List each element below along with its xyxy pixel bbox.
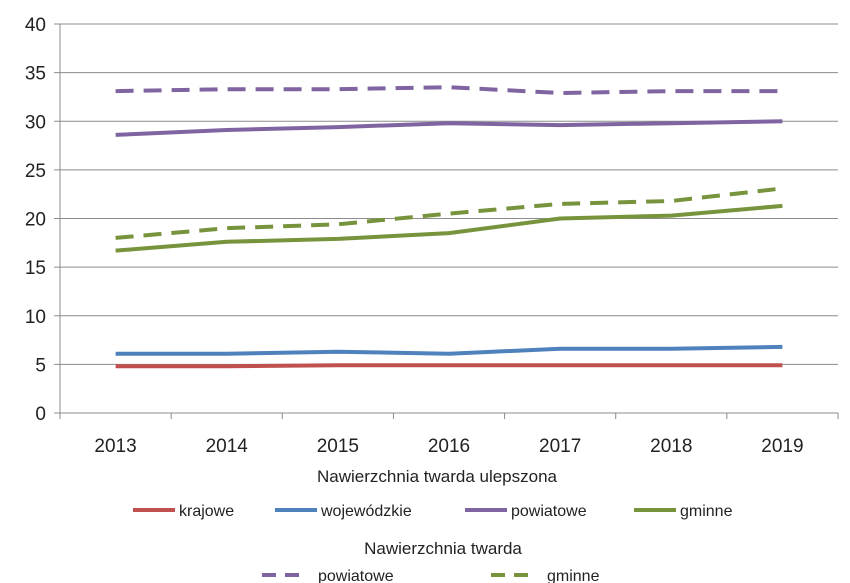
x-tick-label: 2019 [761, 436, 803, 457]
legend-label-powiatowe: powiatowe [511, 503, 587, 520]
y-tick-label: 0 [35, 404, 46, 425]
x-tick-label: 2015 [317, 436, 359, 457]
series-line-dashed-powiatowe [115, 85, 783, 95]
legend-label-dashed-gminne: gminne [547, 568, 600, 583]
legend-title-surface-hard: Nawierzchnia twarda [364, 539, 522, 558]
y-tick-label: 35 [25, 64, 46, 85]
legend-items: krajowe wojewódzkie powiatowe gminne powiato… [133, 503, 733, 583]
y-tick-label: 10 [25, 307, 46, 328]
y-tick-label: 30 [25, 112, 46, 133]
y-tick-label: 15 [25, 258, 46, 279]
x-tick-label: 2016 [428, 436, 470, 457]
series-line-wojewódzkie [115, 344, 783, 356]
axes [54, 23, 839, 419]
legend-label-krajowe: krajowe [179, 503, 234, 520]
y-tick-label: 20 [25, 210, 46, 231]
legend-label-gminne: gminne [680, 503, 733, 520]
series-line-krajowe [115, 363, 783, 369]
y-tick-label: 25 [25, 161, 46, 182]
x-tick-label: 2013 [94, 436, 136, 457]
legend-title-surface-improved: Nawierzchnia twarda ulepszona [317, 467, 558, 486]
x-tick-label: 2014 [206, 436, 249, 457]
x-tick-label: 2018 [650, 436, 692, 457]
x-axis-tick-labels: 2013 2014 2015 2016 2017 2018 2019 [94, 436, 803, 457]
gridlines [60, 23, 838, 365]
y-tick-label: 40 [25, 15, 46, 36]
series-line-powiatowe [115, 119, 783, 137]
series-lines [115, 85, 783, 369]
legend: Nawierzchnia twarda ulepszona Nawierzchn… [133, 467, 733, 583]
series-line-gminne [115, 203, 783, 253]
legend-label-wojewódzkie: wojewódzkie [320, 503, 412, 520]
y-tick-label: 5 [35, 355, 46, 376]
legend-label-dashed-powiatowe: powiatowe [318, 568, 394, 583]
y-axis-tick-labels: 0 5 10 15 20 25 30 35 40 [25, 15, 46, 425]
x-tick-label: 2017 [539, 436, 581, 457]
